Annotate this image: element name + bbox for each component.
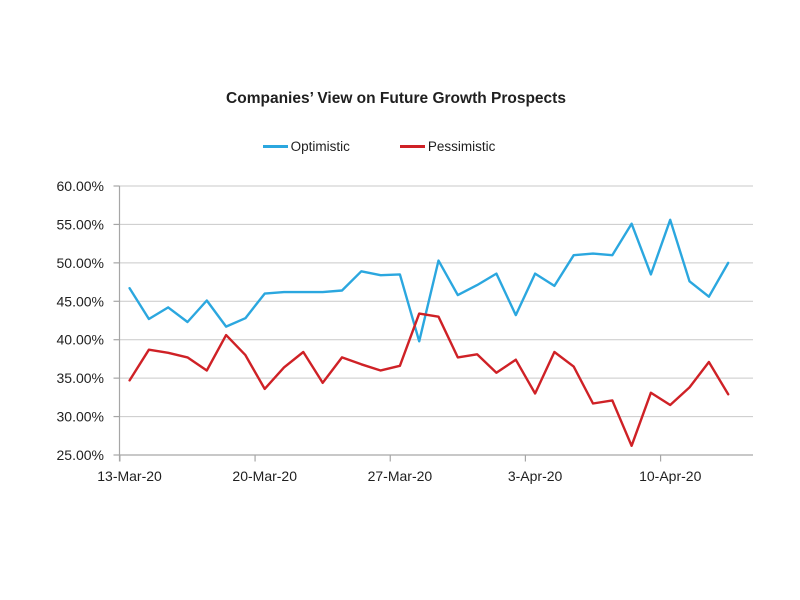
y-axis-label-60: 60.00% [57, 178, 104, 194]
x-axis-label-2: 27-Mar-20 [368, 468, 433, 484]
y-axis-label-30: 30.00% [57, 409, 104, 425]
legend-label-optimistic: Optimistic [290, 139, 350, 154]
y-axis-label-50: 50.00% [57, 255, 104, 271]
x-axis-label-0: 13-Mar-20 [97, 468, 162, 484]
legend: Optimistic Pessimistic [0, 139, 758, 154]
pessimistic-line-swatch [399, 145, 425, 148]
legend-label-pessimistic: Pessimistic [427, 139, 496, 154]
y-axis-label-40: 40.00% [57, 332, 104, 348]
series-line-pessimistic [128, 312, 730, 447]
y-axis-label-25: 25.00% [57, 447, 104, 463]
chart-title: Companies’ View on Future Growth Prospec… [226, 90, 566, 107]
series-line-optimistic [128, 218, 730, 343]
y-axis-label-55: 55.00% [57, 216, 104, 232]
x-axis-label-4: 10-Apr-20 [639, 468, 701, 484]
y-axis-label-35: 35.00% [57, 370, 104, 386]
y-axis-label-45: 45.00% [57, 293, 104, 309]
x-axis-label-1: 20-Mar-20 [232, 468, 297, 484]
optimistic-line-swatch [262, 145, 288, 148]
x-axis-label-3: 3-Apr-20 [508, 468, 563, 484]
legend-item-pessimistic: Pessimistic [399, 139, 496, 154]
legend-item-optimistic: Optimistic [262, 139, 350, 154]
